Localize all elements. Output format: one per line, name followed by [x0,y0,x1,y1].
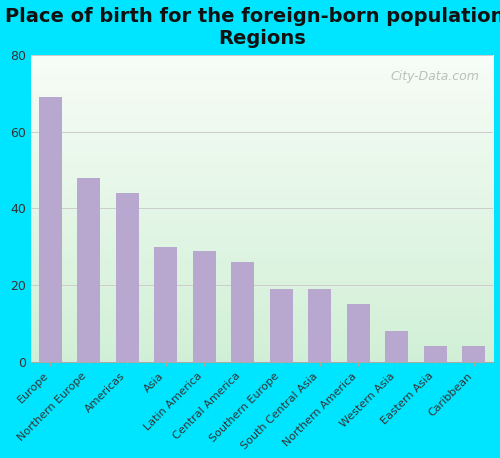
Bar [424,346,447,362]
Title: Place of birth for the foreign-born population -
Regions: Place of birth for the foreign-born popu… [5,7,500,48]
Bar [77,178,100,362]
Bar [192,251,216,362]
Text: City-Data.com: City-Data.com [390,71,479,83]
Bar [154,247,177,362]
Bar [346,304,370,362]
Bar [231,262,254,362]
Bar [462,346,485,362]
Bar [38,97,62,362]
Bar [270,289,292,362]
Bar [116,193,138,362]
Bar [308,289,332,362]
Bar [385,331,408,362]
